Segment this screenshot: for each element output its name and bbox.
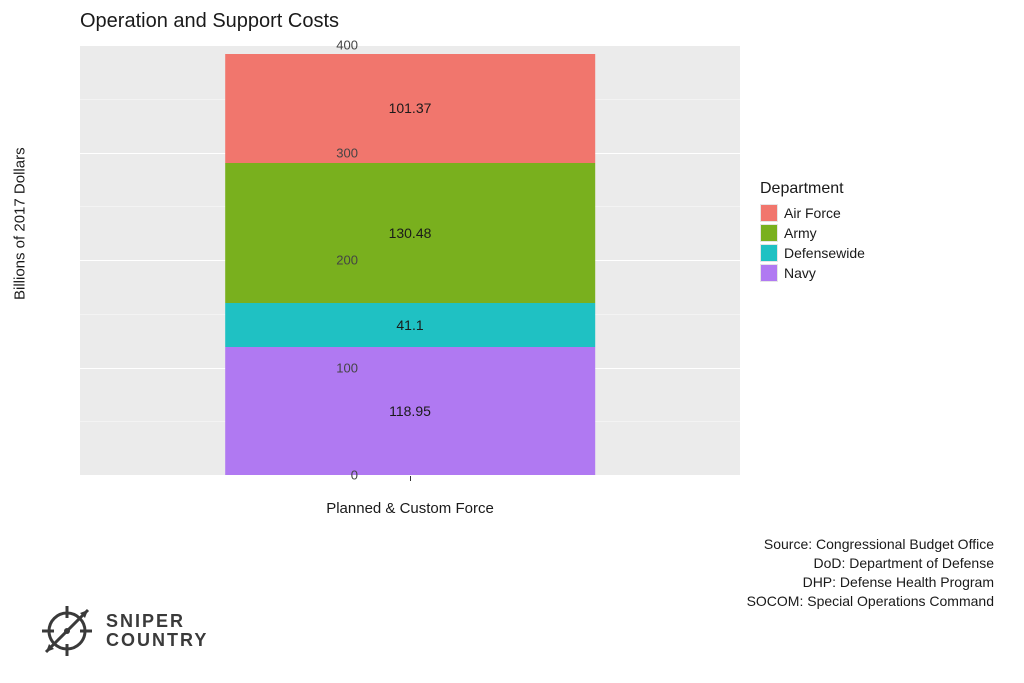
legend-swatch bbox=[760, 204, 778, 222]
bar-segment-army: 130.48 bbox=[225, 163, 595, 303]
source-line: DHP: Defense Health Program bbox=[747, 573, 994, 592]
source-line: DoD: Department of Defense bbox=[747, 554, 994, 573]
y-tick-label: 300 bbox=[318, 145, 358, 160]
legend-item-defensewide: Defensewide bbox=[760, 244, 1000, 262]
plot-area: 118.9541.1130.48101.37 bbox=[80, 45, 740, 475]
bar-stack: 118.9541.1130.48101.37 bbox=[225, 45, 595, 475]
legend-title: Department bbox=[760, 180, 1000, 198]
source-text: Source: Congressional Budget OfficeDoD: … bbox=[747, 535, 994, 611]
legend-item-airforce: Air Force bbox=[760, 204, 1000, 222]
legend-item-navy: Navy bbox=[760, 264, 1000, 282]
y-tick-label: 400 bbox=[318, 38, 358, 53]
legend-label: Navy bbox=[784, 265, 816, 281]
brand-text: SNIPER COUNTRY bbox=[106, 612, 208, 650]
y-axis-label: Billions of 2017 Dollars bbox=[12, 147, 29, 300]
brand-line2: COUNTRY bbox=[106, 631, 208, 650]
x-tick-mark bbox=[410, 476, 411, 481]
legend-item-army: Army bbox=[760, 224, 1000, 242]
crosshair-icon bbox=[40, 604, 94, 658]
legend-label: Air Force bbox=[784, 205, 841, 221]
legend-swatch bbox=[760, 264, 778, 282]
brand-logo: SNIPER COUNTRY bbox=[40, 604, 208, 658]
legend-label: Army bbox=[784, 225, 817, 241]
source-line: SOCOM: Special Operations Command bbox=[747, 592, 994, 611]
bar-segment-defensewide: 41.1 bbox=[225, 303, 595, 347]
legend: Department Air Force Army Defensewide Navy bbox=[760, 180, 1000, 284]
chart-container: Operation and Support Costs Billions of … bbox=[0, 0, 1024, 683]
y-tick-label: 0 bbox=[318, 468, 358, 483]
legend-swatch bbox=[760, 224, 778, 242]
source-line: Source: Congressional Budget Office bbox=[747, 535, 994, 554]
legend-swatch bbox=[760, 244, 778, 262]
x-axis-label: Planned & Custom Force bbox=[80, 500, 740, 517]
bar-segment-airforce: 101.37 bbox=[225, 54, 595, 163]
y-tick-label: 200 bbox=[318, 253, 358, 268]
legend-label: Defensewide bbox=[784, 245, 865, 261]
y-tick-label: 100 bbox=[318, 360, 358, 375]
bar-segment-navy: 118.95 bbox=[225, 347, 595, 475]
gridline bbox=[80, 475, 740, 476]
brand-line1: SNIPER bbox=[106, 612, 208, 631]
chart-title: Operation and Support Costs bbox=[80, 10, 339, 33]
